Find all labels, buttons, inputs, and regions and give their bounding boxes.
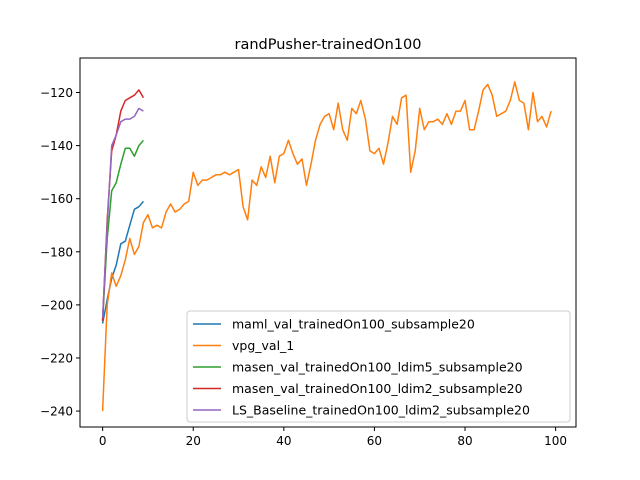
x-tick-label-4: 80 xyxy=(457,434,472,448)
plot-lines xyxy=(101,81,552,412)
y-tick-label-0: −240 xyxy=(40,405,73,419)
x-axis: 0 20 40 60 80 100 xyxy=(99,427,567,448)
x-tick-label-0: 0 xyxy=(99,434,107,448)
y-tick-label-3: −180 xyxy=(40,245,73,259)
chart-title: randPusher-trainedOn100 xyxy=(234,37,421,53)
y-axis: −240 −220 −200 −180 −160 −140 −120 xyxy=(40,86,80,419)
y-tick-label-4: −160 xyxy=(40,192,73,206)
y-tick-label-2: −200 xyxy=(40,298,73,312)
x-tick-label-5: 100 xyxy=(544,434,567,448)
legend-label-0: maml_val_trainedOn100_subsample20 xyxy=(232,317,475,332)
plot-frame xyxy=(79,57,577,428)
legend-label-2: masen_val_trainedOn100_ldim5_subsample20 xyxy=(232,360,523,375)
y-tick-label-1: −220 xyxy=(40,351,73,365)
series-line-1 xyxy=(101,81,552,412)
y-tick-label-6: −120 xyxy=(40,86,73,100)
legend-label-3: masen_val_trainedOn100_ldim2_subsample20 xyxy=(232,381,523,396)
legend-label-1: vpg_val_1 xyxy=(232,338,294,353)
x-tick-label-2: 40 xyxy=(276,434,291,448)
legend-label-4: LS_Baseline_trainedOn100_ldim2_subsample… xyxy=(232,403,530,418)
y-tick-label-5: −140 xyxy=(40,139,73,153)
legend-box xyxy=(186,310,571,423)
x-tick-label-1: 20 xyxy=(186,434,201,448)
x-tick-label-3: 60 xyxy=(367,434,382,448)
series-line-2 xyxy=(101,139,144,321)
legend: maml_val_trainedOn100_subsample20 vpg_val… xyxy=(186,310,571,423)
series-line-4 xyxy=(101,107,144,319)
